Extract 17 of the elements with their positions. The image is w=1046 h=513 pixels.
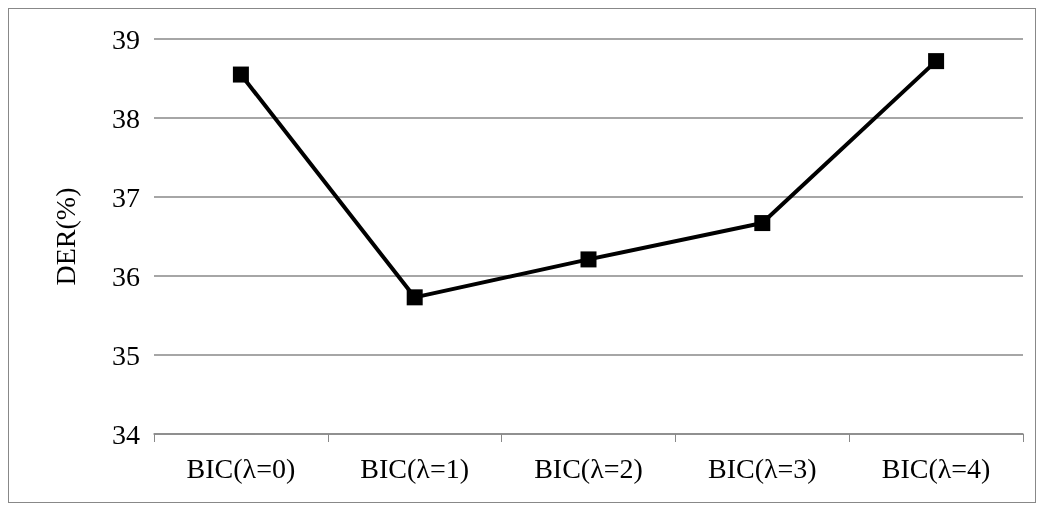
y-tick-label: 37 xyxy=(112,181,140,213)
x-tick-label: BIC(λ=0) xyxy=(186,452,296,484)
point xyxy=(928,53,945,70)
x-tick-label: BIC(λ=1) xyxy=(360,452,470,484)
point xyxy=(232,66,249,83)
x-tick-label: BIC(λ=2) xyxy=(534,452,643,484)
y-tick-label: 35 xyxy=(112,339,140,371)
y-tick-label: 34 xyxy=(112,418,140,450)
y-tick-label: 36 xyxy=(112,260,140,292)
x-tick-label: BIC(λ=4) xyxy=(881,452,991,484)
point xyxy=(580,251,597,268)
y-tick-label: 38 xyxy=(112,102,140,134)
point xyxy=(406,289,423,306)
y-tick-label: 39 xyxy=(112,23,140,55)
y-axis-title: DER(%) xyxy=(49,187,81,286)
x-tick-label: BIC(λ=3) xyxy=(707,452,817,484)
point xyxy=(754,215,771,232)
